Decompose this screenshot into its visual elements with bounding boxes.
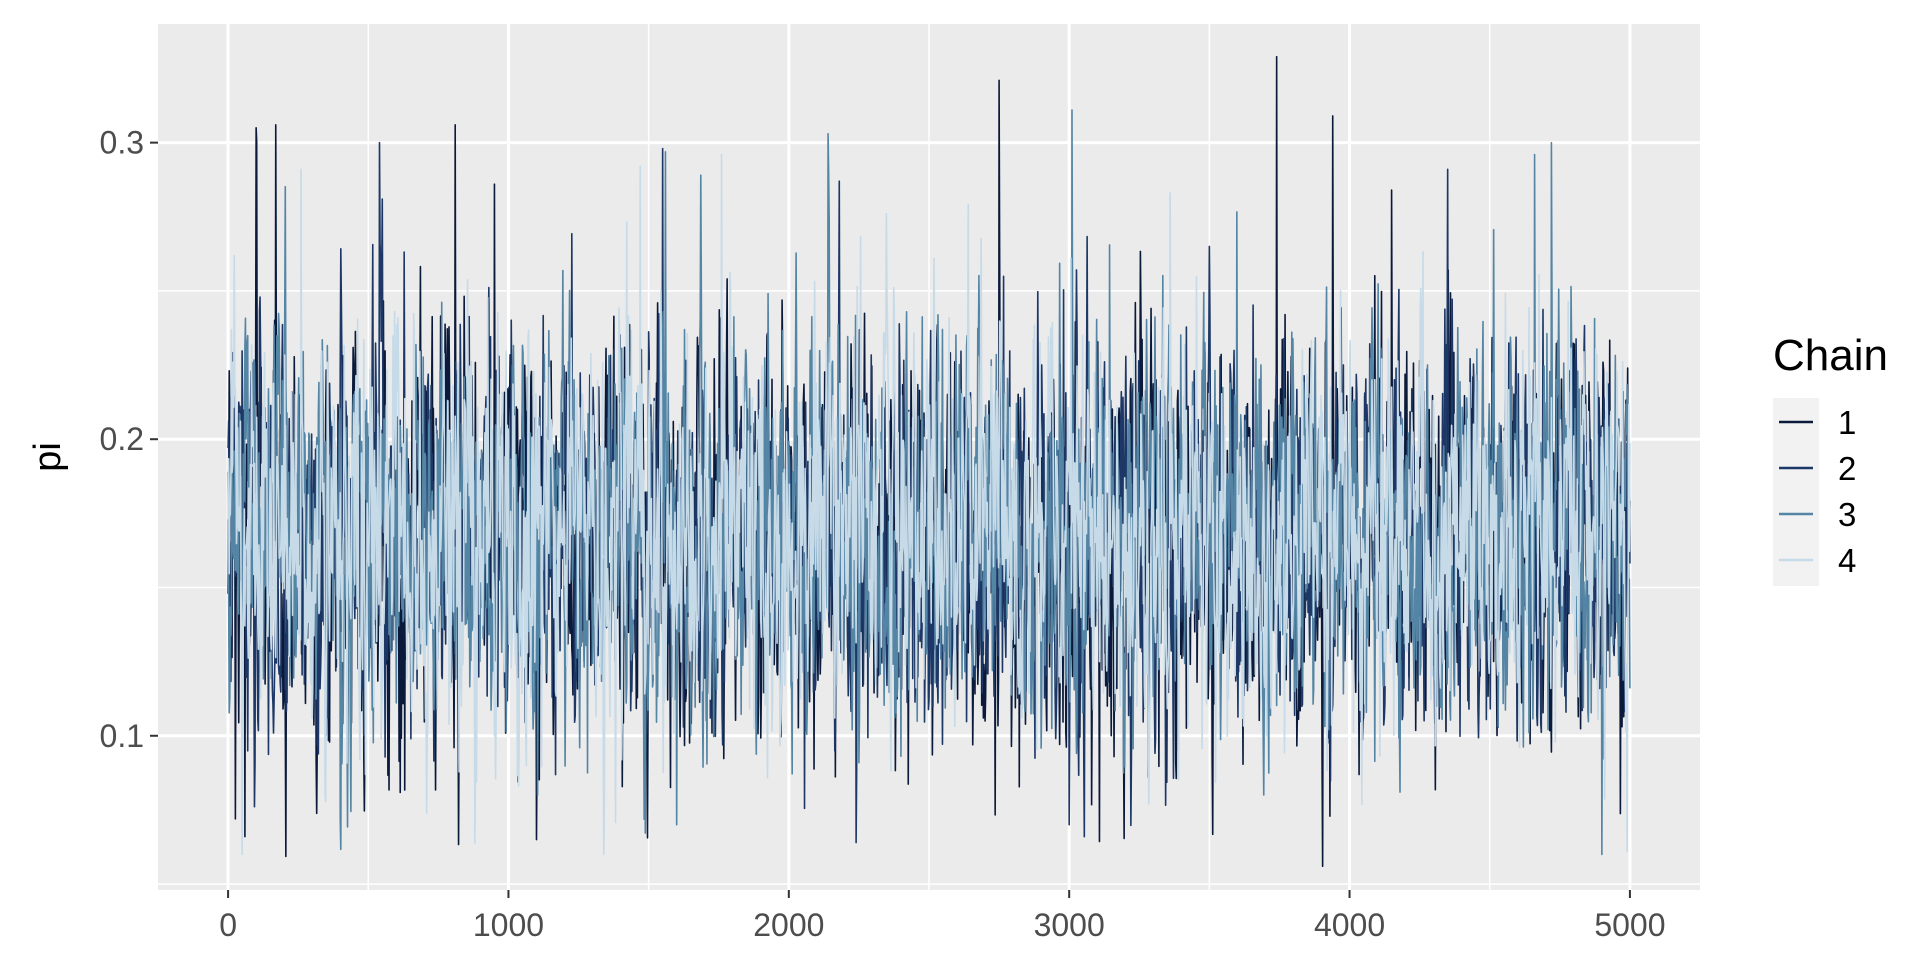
legend-label-chain-2: 2 [1838,450,1856,487]
y-axis-title: pi [27,442,69,472]
x-tick-label: 0 [219,907,237,943]
y-tick-label: 0.1 [100,718,144,754]
legend-key-background [1773,398,1819,586]
y-tick-label: 0.3 [100,125,144,161]
legend: Chain 1 2 3 4 [1773,331,1888,586]
legend-label-chain-3: 3 [1838,496,1856,533]
legend-items: 1 2 3 4 [1779,404,1856,579]
series-line-chain-4 [227,153,1631,856]
series-layer [227,55,1631,868]
axis-layer: 0 1000 2000 3000 4000 5000 0.1 0.2 0.3 [100,125,1666,943]
legend-label-chain-1: 1 [1838,404,1856,441]
x-tick-label: 5000 [1594,907,1665,943]
legend-label-chain-4: 4 [1838,542,1856,579]
series-line-chain-2 [227,141,1631,844]
legend-title: Chain [1773,331,1888,380]
x-tick-label: 1000 [473,907,544,943]
x-tick-label: 4000 [1314,907,1385,943]
x-tick-label: 2000 [753,907,824,943]
y-tick-label: 0.2 [100,421,144,457]
x-tick-label: 3000 [1034,907,1105,943]
